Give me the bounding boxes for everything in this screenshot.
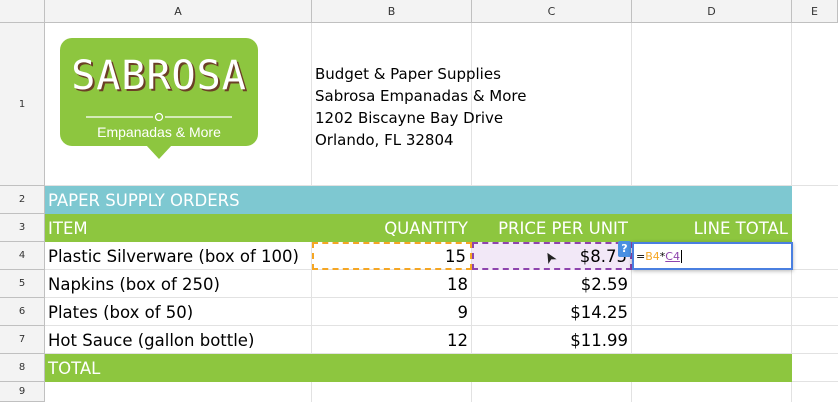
logo-badge-icon bbox=[60, 38, 258, 159]
gridline bbox=[45, 185, 838, 186]
item-cell[interactable]: Napkins (box of 250) bbox=[48, 274, 220, 294]
section-header-label: PAPER SUPPLY ORDERS bbox=[48, 190, 240, 210]
header-price-cell[interactable]: PRICE PER UNIT bbox=[498, 218, 628, 238]
select-all-corner[interactable] bbox=[0, 0, 45, 23]
quantity-cell[interactable]: 12 bbox=[447, 330, 468, 350]
row-header-6[interactable]: 6 bbox=[0, 298, 45, 326]
logo-name: SABROSA bbox=[71, 53, 247, 99]
column-header-a[interactable]: A bbox=[45, 0, 312, 23]
gridline bbox=[45, 353, 838, 354]
row-header-5[interactable]: 5 bbox=[0, 270, 45, 298]
logo-tagline: Empanadas & More bbox=[97, 124, 221, 140]
gridline bbox=[45, 325, 838, 326]
header-item-cell[interactable]: ITEM bbox=[48, 218, 88, 238]
item-cell[interactable]: Plates (box of 50) bbox=[48, 302, 194, 322]
formula-help-icon[interactable]: ? bbox=[618, 241, 631, 257]
quantity-cell[interactable]: 18 bbox=[447, 274, 468, 294]
row-header-3[interactable]: 3 bbox=[0, 214, 45, 242]
row-header-4[interactable]: 4 bbox=[0, 242, 45, 270]
column-header-d[interactable]: D bbox=[632, 0, 792, 23]
formula-ref-c4: C4 bbox=[665, 249, 680, 263]
formula-equals: = bbox=[636, 249, 646, 263]
column-header-b[interactable]: B bbox=[312, 0, 472, 23]
column-header-e[interactable]: E bbox=[792, 0, 838, 23]
row-header-7[interactable]: 7 bbox=[0, 326, 45, 354]
address-line-2: Sabrosa Empanadas & More bbox=[315, 87, 527, 105]
row-header-2[interactable]: 2 bbox=[0, 186, 45, 214]
address-line-3: 1202 Biscayne Bay Drive bbox=[315, 109, 504, 127]
address-line-1: Budget & Paper Supplies bbox=[315, 65, 501, 83]
section-header-band[interactable]: PAPER SUPPLY ORDERS bbox=[45, 186, 792, 214]
total-label: TOTAL bbox=[48, 358, 101, 378]
text-caret bbox=[680, 249, 682, 263]
row-header-8[interactable]: 8 bbox=[0, 354, 45, 382]
item-cell[interactable]: Hot Sauce (gallon bottle) bbox=[48, 330, 255, 350]
item-cell[interactable]: Plastic Silverware (box of 100) bbox=[48, 246, 299, 266]
quantity-cell[interactable]: 9 bbox=[457, 302, 469, 322]
price-cell[interactable]: $2.59 bbox=[580, 274, 628, 294]
header-quantity-cell[interactable]: QUANTITY bbox=[384, 218, 468, 238]
gridline bbox=[45, 297, 838, 298]
quantity-cell-referenced[interactable]: 15 bbox=[312, 242, 472, 270]
formula-operator: * bbox=[659, 249, 666, 263]
column-header-c[interactable]: C bbox=[472, 0, 632, 23]
address-line-4: Orlando, FL 32804 bbox=[315, 131, 454, 149]
formula-editor-cell[interactable]: = B4 * C4 bbox=[632, 242, 793, 270]
price-cell[interactable]: $14.25 bbox=[570, 302, 628, 322]
total-row-band[interactable]: TOTAL bbox=[45, 354, 792, 382]
table-header-band bbox=[45, 214, 792, 242]
header-line-total-cell[interactable]: LINE TOTAL bbox=[693, 218, 788, 238]
price-cell[interactable]: $11.99 bbox=[570, 330, 628, 350]
formula-ref-b4: B4 bbox=[645, 249, 660, 263]
price-cell-referenced[interactable]: $8.75 bbox=[472, 242, 632, 270]
sabrosa-logo: SABROSA Empanadas & More bbox=[60, 38, 258, 160]
row-header-9[interactable]: 9 bbox=[0, 382, 45, 402]
row-header-1[interactable]: 1 bbox=[0, 23, 45, 186]
